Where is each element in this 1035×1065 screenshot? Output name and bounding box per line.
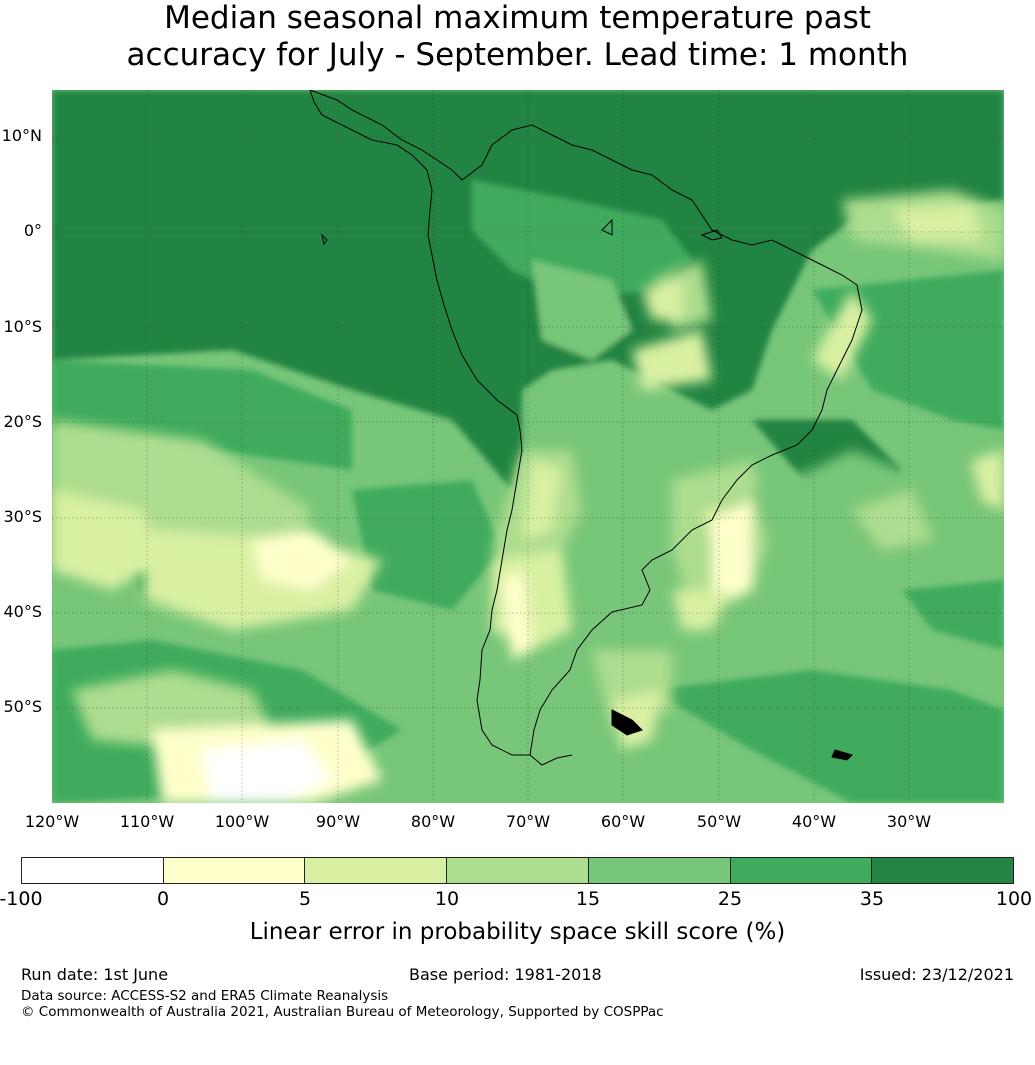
lat-label-20s: 20°S <box>3 412 42 431</box>
colorbar <box>21 857 1014 884</box>
lon-label-90w: 90°W <box>315 812 361 831</box>
colorbar-tick: 5 <box>298 888 312 910</box>
lon-label-70w: 70°W <box>505 812 551 831</box>
title-line-1: Median seasonal maximum temperature past <box>164 0 871 36</box>
colorbar-segment <box>305 858 448 883</box>
title-line-2: accuracy for July - September. Lead time… <box>126 37 909 73</box>
colorbar-tick: 35 <box>859 888 885 910</box>
colorbar-tick: 25 <box>717 888 743 910</box>
lat-label-30s: 30°S <box>3 507 42 526</box>
base-period: Base period: 1981-2018 <box>409 965 602 984</box>
lat-label-50s: 50°S <box>3 697 42 716</box>
lon-label-50w: 50°W <box>696 812 742 831</box>
chart-title: Median seasonal maximum temperature past… <box>0 0 1035 74</box>
colorbar-tick: 100 <box>995 888 1033 910</box>
lon-label-30w: 30°W <box>886 812 932 831</box>
lon-label-100w: 100°W <box>214 812 270 831</box>
low-skill-region <box>52 190 1004 803</box>
colorbar-tick: 10 <box>434 888 460 910</box>
coastline <box>309 90 863 766</box>
data-source: Data source: ACCESS-S2 and ERA5 Climate … <box>21 988 389 1004</box>
lon-label-60w: 60°W <box>600 812 646 831</box>
colorbar-segment <box>588 858 731 883</box>
lon-label-40w: 40°W <box>791 812 837 831</box>
run-date: Run date: 1st June <box>21 965 169 984</box>
map-svg <box>52 90 1004 803</box>
lat-label-0: 0° <box>23 221 42 240</box>
skill-score-map <box>52 90 1004 803</box>
lat-label-40s: 40°S <box>3 602 42 621</box>
issued-date: Issued: 23/12/2021 <box>859 965 1014 984</box>
lat-label-10n: 10°N <box>1 126 42 145</box>
colorbar-label: Linear error in probability space skill … <box>249 919 786 945</box>
colorbar-segment <box>730 858 873 883</box>
map-gridlines <box>52 90 1004 803</box>
colorbar-segment <box>447 858 589 883</box>
colorbar-segment <box>163 858 306 883</box>
lon-label-120w: 120°W <box>24 812 80 831</box>
colorbar-segment <box>22 858 164 883</box>
colorbar-segment <box>872 858 1014 883</box>
colorbar-tick: 15 <box>575 888 601 910</box>
copyright: © Commonwealth of Australia 2021, Austra… <box>21 1004 664 1020</box>
lon-label-80w: 80°W <box>410 812 456 831</box>
lon-label-110w: 110°W <box>119 812 175 831</box>
colorbar-tick: 0 <box>156 888 170 910</box>
lat-label-10s: 10°S <box>3 317 42 336</box>
colorbar-tick: -100 <box>0 888 43 910</box>
